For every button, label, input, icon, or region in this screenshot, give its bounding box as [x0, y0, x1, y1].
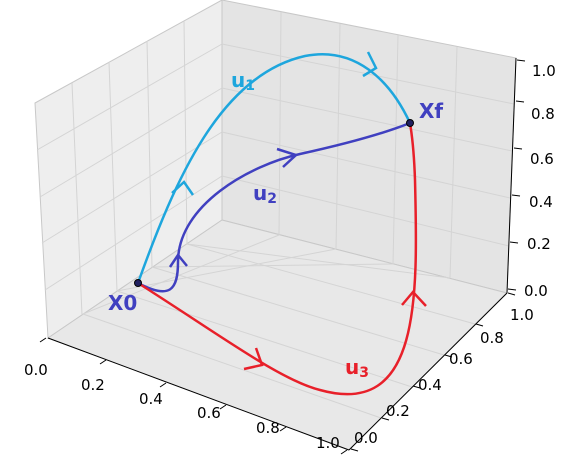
- z-tick-label: 0.6: [530, 150, 554, 168]
- z-tick-label: 0.0: [524, 282, 548, 300]
- u3-direction-arrow: [243, 347, 264, 371]
- x-axis-ticks: [39, 337, 348, 455]
- y-axis-ticks: [350, 292, 516, 452]
- curve-u1-label-main: u: [231, 68, 245, 92]
- curve-u3: [137, 122, 418, 396]
- curve-u2: [137, 121, 411, 293]
- x-tick-label: 0.6: [197, 404, 221, 422]
- axis-lines: [47, 57, 517, 451]
- u1-direction-arrow: [362, 51, 378, 78]
- curve-u3-label-subscript: 3: [359, 365, 369, 381]
- curve-u1-label-subscript: 1: [245, 78, 255, 94]
- x-tick-label: 1.0: [316, 434, 340, 452]
- u2-direction-arrow: [276, 147, 299, 168]
- curve-u1: [136, 53, 412, 284]
- x-tick-label: 0.4: [139, 390, 163, 408]
- y-tick-label: 1.0: [510, 306, 534, 324]
- u1-direction-arrow: [171, 180, 195, 196]
- y-axis-line: [348, 292, 508, 451]
- z-axis-ticks: [507, 59, 526, 291]
- grid-lines: [36, 11, 515, 419]
- x-tick-label: 0.2: [81, 376, 105, 394]
- curve-u3-label: u3: [345, 355, 369, 381]
- y-tick-labels: 0.0 0.2 0.4 0.6 0.8 1.0: [354, 306, 534, 447]
- z-tick-label: 0.8: [531, 105, 555, 123]
- start-point-marker: [134, 279, 142, 287]
- x-axis-line: [47, 337, 350, 451]
- x-tick-label: 0.0: [24, 361, 48, 379]
- z-tick-labels: 0.0 0.2 0.4 0.6 0.8 1.0: [524, 62, 556, 300]
- y-tick-label: 0.6: [449, 350, 473, 368]
- curve-u2-label-subscript: 2: [267, 191, 277, 207]
- curve-u1-label: u1: [231, 68, 255, 94]
- end-point-marker: [406, 119, 414, 127]
- z-tick-label: 1.0: [532, 62, 556, 80]
- y-tick-label: 0.4: [418, 376, 442, 394]
- z-tick-label: 0.2: [527, 235, 551, 253]
- curve-u3-label-main: u: [345, 355, 359, 379]
- curve-u2-label: u2: [253, 181, 277, 207]
- x-tick-labels: 0.0 0.2 0.4 0.6 0.8 1.0: [24, 361, 340, 452]
- u2-direction-arrow: [168, 252, 188, 268]
- y-tick-label: 0.0: [354, 429, 378, 447]
- y-tick-label: 0.2: [386, 402, 410, 420]
- end-point-label: Xf: [419, 99, 443, 123]
- start-point-label: X0: [108, 291, 137, 315]
- y-tick-label: 0.8: [480, 329, 504, 347]
- u3-direction-arrow: [401, 290, 427, 307]
- x-tick-label: 0.8: [256, 419, 280, 437]
- curve-u2-label-main: u: [253, 181, 267, 205]
- z-tick-label: 0.4: [529, 193, 553, 211]
- z-axis-line: [506, 57, 517, 294]
